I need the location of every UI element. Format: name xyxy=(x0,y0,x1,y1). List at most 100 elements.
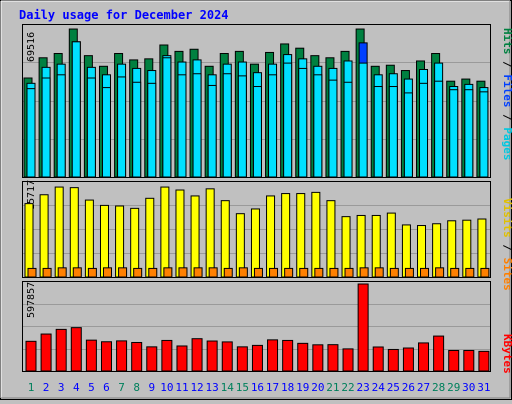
day-label: 12 xyxy=(190,381,203,394)
day-label: 10 xyxy=(160,381,173,394)
day-label: 22 xyxy=(341,381,354,394)
legend-pages: Pages xyxy=(501,127,512,160)
kbytes-bar xyxy=(236,346,248,372)
pages-bar xyxy=(419,82,429,178)
sites-bar xyxy=(193,267,203,278)
kbytes-bar xyxy=(85,339,97,372)
pages-bar xyxy=(343,81,353,178)
sites-bar xyxy=(329,267,339,278)
day-label: 28 xyxy=(432,381,445,394)
day-label: 30 xyxy=(462,381,475,394)
legend-files: Files xyxy=(501,74,512,107)
kbytes-bar xyxy=(418,342,430,372)
kbytes-bar xyxy=(297,342,309,372)
visits-bar xyxy=(281,193,291,278)
kbytes-bar xyxy=(327,344,339,372)
day-label: 25 xyxy=(387,381,400,394)
day-label: 19 xyxy=(296,381,309,394)
sites-bar xyxy=(102,267,112,278)
sites-bar xyxy=(133,267,143,278)
kbytes-bar xyxy=(463,349,475,372)
pages-bar xyxy=(252,86,262,178)
day-label: 13 xyxy=(206,381,219,394)
kbytes-bar xyxy=(70,327,82,372)
pages-bar xyxy=(237,75,247,178)
sites-bar xyxy=(72,267,82,278)
pages-bar xyxy=(298,67,308,178)
visits-bar xyxy=(311,191,321,278)
sites-bar xyxy=(87,267,97,278)
pages-bar xyxy=(86,77,96,178)
day-label: 8 xyxy=(133,381,140,394)
day-label: 15 xyxy=(236,381,249,394)
visits-bar xyxy=(69,187,79,278)
day-label: 14 xyxy=(221,381,235,394)
day-label: 31 xyxy=(477,381,490,394)
day-label: 11 xyxy=(175,381,188,394)
visits-bar xyxy=(99,204,109,278)
sites-bar xyxy=(359,267,369,278)
kbytes-bar xyxy=(357,283,369,372)
sites-bar xyxy=(374,267,384,278)
kbytes-bar xyxy=(312,344,324,372)
sites-bar xyxy=(208,267,218,278)
pages-bar xyxy=(328,79,338,178)
sites-bar xyxy=(344,267,354,278)
day-label: 5 xyxy=(88,381,95,394)
day-label: 6 xyxy=(103,381,110,394)
kbytes-bar xyxy=(55,328,67,372)
pages-bar xyxy=(192,73,202,178)
visits-bar xyxy=(296,193,306,278)
visits-bar xyxy=(250,208,260,278)
sites-bar xyxy=(253,267,263,278)
kbytes-bar xyxy=(131,341,143,372)
legend-kbytes: KBytes xyxy=(501,334,512,374)
day-label: 4 xyxy=(73,381,80,394)
sites-bar xyxy=(269,267,279,278)
pages-bar xyxy=(56,74,66,178)
sites-bar xyxy=(57,267,67,278)
chart-title: Daily usage for December 2024 xyxy=(19,8,229,22)
day-label: 17 xyxy=(266,381,279,394)
legend-visits: Visits xyxy=(501,198,512,238)
pages-bar xyxy=(207,84,217,178)
pages-bar xyxy=(101,87,111,178)
pages-bar xyxy=(283,62,293,178)
kbytes-bar xyxy=(146,346,158,372)
kbytes-bar xyxy=(206,340,218,372)
pages-bar xyxy=(434,80,444,178)
pages-bar xyxy=(147,82,157,178)
pages-bar xyxy=(162,57,172,178)
visits-bar xyxy=(145,197,155,278)
day-label: 20 xyxy=(311,381,324,394)
legend-hits: Hits xyxy=(501,28,512,55)
sites-bar xyxy=(42,267,52,278)
pages-bar xyxy=(222,73,232,178)
pages-bar xyxy=(177,74,187,178)
sites-bar xyxy=(314,267,324,278)
day-label: 26 xyxy=(402,381,415,394)
pages-bar xyxy=(464,89,474,178)
visits-bar xyxy=(54,186,64,278)
visits-bar xyxy=(160,186,170,278)
kbytes-bar xyxy=(100,341,112,372)
kbytes-bar xyxy=(40,333,52,372)
visits-bar xyxy=(175,189,185,278)
sites-bar xyxy=(465,267,475,278)
legend-sites: Sites xyxy=(501,258,512,291)
sites-bar xyxy=(238,267,248,278)
day-label: 18 xyxy=(281,381,294,394)
day-label: 2 xyxy=(43,381,50,394)
pages-bar xyxy=(41,77,51,178)
pages-bar xyxy=(449,89,459,178)
pages-bar xyxy=(71,41,81,178)
visits-panel-max-label: 15717 xyxy=(26,180,37,210)
visits-bar xyxy=(326,200,336,278)
day-label: 24 xyxy=(372,381,386,394)
pages-bar xyxy=(373,86,383,178)
kbytes-bar xyxy=(402,347,414,372)
pages-bar xyxy=(268,74,278,178)
pages-bar xyxy=(117,76,127,178)
pages-bar xyxy=(358,62,368,178)
